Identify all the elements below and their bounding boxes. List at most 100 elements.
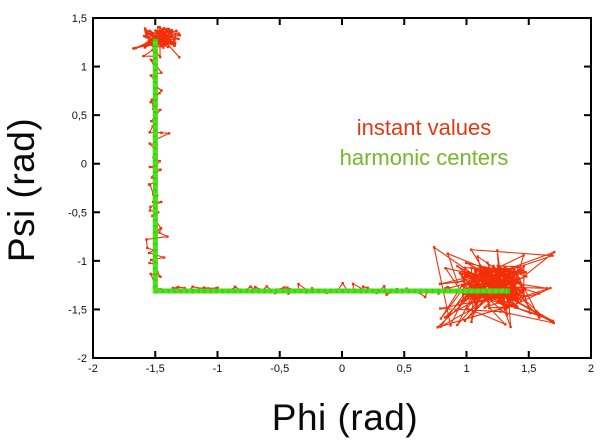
- instant-values-point: [505, 267, 508, 270]
- instant-values-point: [506, 279, 510, 282]
- instant-values-point: [462, 279, 465, 283]
- instant-values-point: [529, 311, 532, 315]
- instant-values-point: [469, 286, 472, 289]
- instant-values-point: [490, 280, 494, 283]
- instant-values-point: [480, 267, 483, 271]
- instant-values-point: [166, 35, 169, 38]
- instant-values-point: [443, 316, 447, 319]
- x-tick-label: 1,5: [521, 363, 536, 375]
- instant-values-point: [439, 317, 443, 320]
- instant-values-point: [134, 46, 138, 50]
- instant-values-point: [287, 292, 290, 295]
- instant-values-point: [458, 271, 462, 275]
- instant-values-point: [148, 183, 152, 187]
- instant-values-point: [503, 265, 506, 268]
- instant-values-point: [514, 294, 517, 297]
- instant-values-point: [469, 283, 472, 286]
- instant-values-point: [482, 280, 486, 283]
- instant-values-point: [158, 25, 161, 29]
- instant-values-point: [162, 256, 166, 259]
- instant-values-point: [509, 294, 512, 298]
- instant-values-point: [148, 251, 151, 255]
- x-tick-label: 2: [588, 363, 594, 375]
- instant-values-point: [164, 34, 167, 37]
- instant-values-point: [254, 285, 257, 289]
- instant-values-point: [504, 280, 507, 283]
- instant-values-point: [511, 298, 514, 301]
- instant-values-point: [473, 298, 477, 301]
- y-axis-title: Psi (rad): [1, 118, 42, 262]
- instant-values-point: [522, 264, 526, 268]
- instant-values-point: [512, 279, 516, 283]
- instant-values-point: [467, 283, 470, 286]
- instant-values-point: [501, 272, 504, 275]
- instant-values-point: [146, 32, 149, 35]
- instant-values-point: [509, 298, 512, 301]
- instant-values-point: [157, 211, 160, 214]
- instant-values-point: [505, 313, 509, 316]
- instant-values-point: [504, 323, 507, 326]
- instant-values-point: [470, 320, 473, 324]
- instant-values-point: [514, 306, 517, 309]
- instant-values-point: [169, 42, 172, 45]
- instant-values-point: [148, 29, 152, 32]
- instant-values-point: [478, 285, 482, 288]
- instant-values-point: [461, 300, 464, 303]
- x-tick-label: -1: [213, 363, 223, 375]
- instant-values-point: [145, 42, 149, 45]
- instant-values-point: [149, 272, 152, 276]
- instant-values-point: [175, 286, 179, 289]
- instant-values-point: [444, 267, 447, 270]
- instant-values-point: [467, 295, 470, 298]
- instant-values-point: [474, 269, 477, 272]
- instant-values-point: [482, 282, 486, 285]
- instant-values-point: [503, 282, 506, 285]
- instant-values-point: [499, 310, 502, 313]
- instant-values-point: [297, 282, 300, 286]
- instant-values-point: [438, 282, 442, 286]
- instant-values-point: [538, 316, 541, 319]
- instant-values-point: [423, 295, 427, 299]
- instant-values-point: [520, 286, 523, 289]
- axis-tick-labels: -2 -1,5 -1 -0,5 0 0,5 1 1,5 2 1,5 1 0,5 0 -0,5 -1 -1,5 -…: [68, 13, 594, 375]
- instant-values-point: [499, 267, 502, 270]
- instant-values-point: [150, 176, 154, 179]
- instant-values-point: [522, 294, 525, 297]
- instant-values-point: [493, 293, 496, 296]
- instant-values-point: [191, 285, 194, 288]
- instant-values-point: [461, 276, 464, 279]
- instant-values-point: [159, 30, 162, 33]
- instant-values-point: [159, 227, 163, 230]
- instant-values-point: [146, 246, 149, 250]
- y-tick-label: -2: [77, 353, 87, 365]
- instant-values-point: [540, 314, 544, 317]
- instant-values-point: [506, 306, 509, 309]
- instant-values-point: [150, 120, 153, 123]
- instant-values-point: [144, 36, 148, 39]
- instant-values-point: [524, 287, 527, 291]
- instant-values-point: [503, 308, 507, 311]
- x-axis-title: Phi (rad): [272, 397, 418, 438]
- instant-values-point: [155, 31, 158, 35]
- instant-values-point: [496, 295, 499, 298]
- instant-values-point: [142, 54, 145, 58]
- instant-values-point: [148, 142, 151, 145]
- instant-values-point: [488, 306, 491, 310]
- instant-values-point: [149, 74, 153, 77]
- instant-values-point: [456, 281, 459, 284]
- instant-values-point: [500, 293, 503, 296]
- instant-values-point: [520, 291, 523, 295]
- series-harmonic-centers: [152, 38, 511, 294]
- instant-values-point: [155, 30, 158, 33]
- instant-values-point: [168, 31, 172, 34]
- instant-values-point: [517, 293, 521, 296]
- instant-values-point: [132, 47, 135, 50]
- instant-values-point: [148, 37, 152, 40]
- instant-values-point: [159, 275, 162, 278]
- instant-values-point: [473, 311, 476, 314]
- y-tick-label: 0,5: [72, 110, 87, 122]
- instant-values-point: [475, 267, 478, 270]
- axis-ticks: [92, 17, 592, 359]
- instant-values-point: [151, 59, 154, 62]
- instant-values-point: [165, 40, 169, 43]
